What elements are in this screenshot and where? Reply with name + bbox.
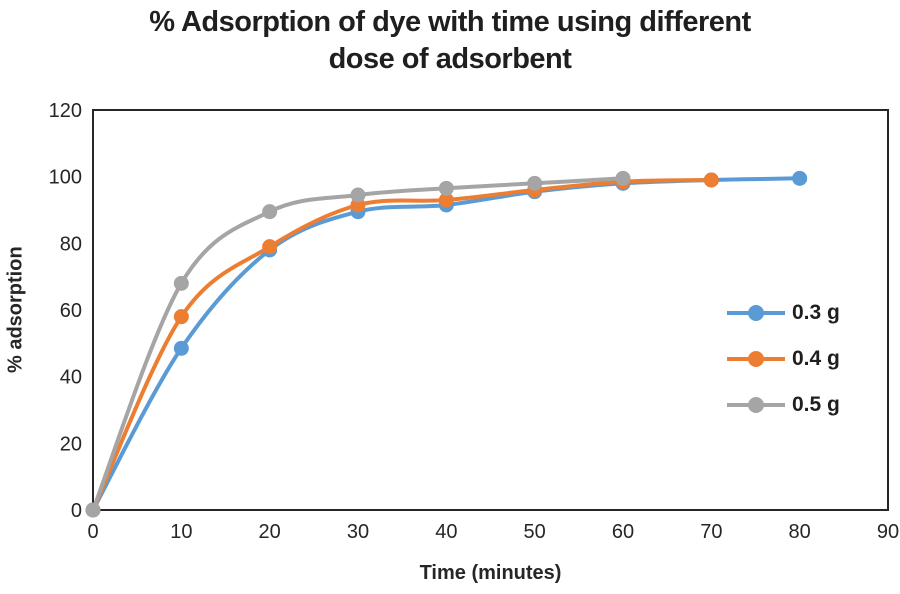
y-tick-label: 120 bbox=[49, 100, 82, 122]
legend-marker-icon bbox=[727, 345, 785, 373]
data-point-marker bbox=[173, 275, 189, 291]
legend-marker-icon bbox=[727, 299, 785, 327]
x-tick-label: 20 bbox=[259, 521, 281, 543]
chart-title: % Adsorption of dye with time using diff… bbox=[40, 4, 860, 78]
data-point-marker bbox=[438, 180, 454, 196]
data-point-marker bbox=[527, 175, 543, 191]
data-point-marker bbox=[173, 309, 189, 325]
series-line-0.5g bbox=[91, 176, 625, 512]
series-line-0.3g bbox=[91, 176, 802, 512]
legend-label: 0.5 g bbox=[792, 393, 840, 416]
data-point-marker bbox=[350, 187, 366, 203]
data-point-marker bbox=[173, 340, 189, 356]
data-point-marker bbox=[438, 192, 454, 208]
legend: 0.3 g 0.4 g 0.5 g bbox=[727, 299, 840, 419]
chart-title-line1: % Adsorption of dye with time using diff… bbox=[149, 6, 751, 38]
legend-label: 0.4 g bbox=[792, 347, 840, 370]
x-tick-label: 10 bbox=[170, 521, 192, 543]
y-tick-label: 0 bbox=[71, 500, 82, 522]
series-line-0.4g bbox=[91, 178, 714, 512]
legend-item-0-4g: 0.4 g bbox=[727, 345, 840, 373]
x-tick-label: 70 bbox=[700, 521, 722, 543]
legend-item-0-5g: 0.5 g bbox=[727, 391, 840, 419]
plot-border bbox=[92, 109, 889, 511]
data-point-marker bbox=[703, 172, 719, 188]
legend-label: 0.3 g bbox=[792, 301, 840, 324]
data-point-marker bbox=[85, 502, 101, 518]
data-point-marker bbox=[262, 204, 278, 220]
legend-item-0-3g: 0.3 g bbox=[727, 299, 840, 327]
x-tick-label: 60 bbox=[612, 521, 634, 543]
x-tick-label: 30 bbox=[347, 521, 369, 543]
y-tick-label: 40 bbox=[60, 367, 82, 389]
legend-marker-icon bbox=[727, 391, 785, 419]
x-tick-label: 40 bbox=[435, 521, 457, 543]
x-tick-label: 50 bbox=[524, 521, 546, 543]
y-tick-label: 80 bbox=[60, 233, 82, 255]
y-tick-label: 60 bbox=[60, 300, 82, 322]
x-tick-label: 0 bbox=[87, 521, 98, 543]
y-tick-label: 20 bbox=[60, 433, 82, 455]
data-point-marker bbox=[792, 170, 808, 186]
data-point-marker bbox=[615, 170, 631, 186]
y-tick-label: 100 bbox=[49, 167, 82, 189]
x-tick-label: 80 bbox=[789, 521, 811, 543]
x-tick-label: 90 bbox=[877, 521, 899, 543]
chart-title-line2: dose of adsorbent bbox=[328, 43, 572, 75]
x-axis-title: Time (minutes) bbox=[419, 562, 562, 584]
data-point-marker bbox=[262, 239, 278, 255]
